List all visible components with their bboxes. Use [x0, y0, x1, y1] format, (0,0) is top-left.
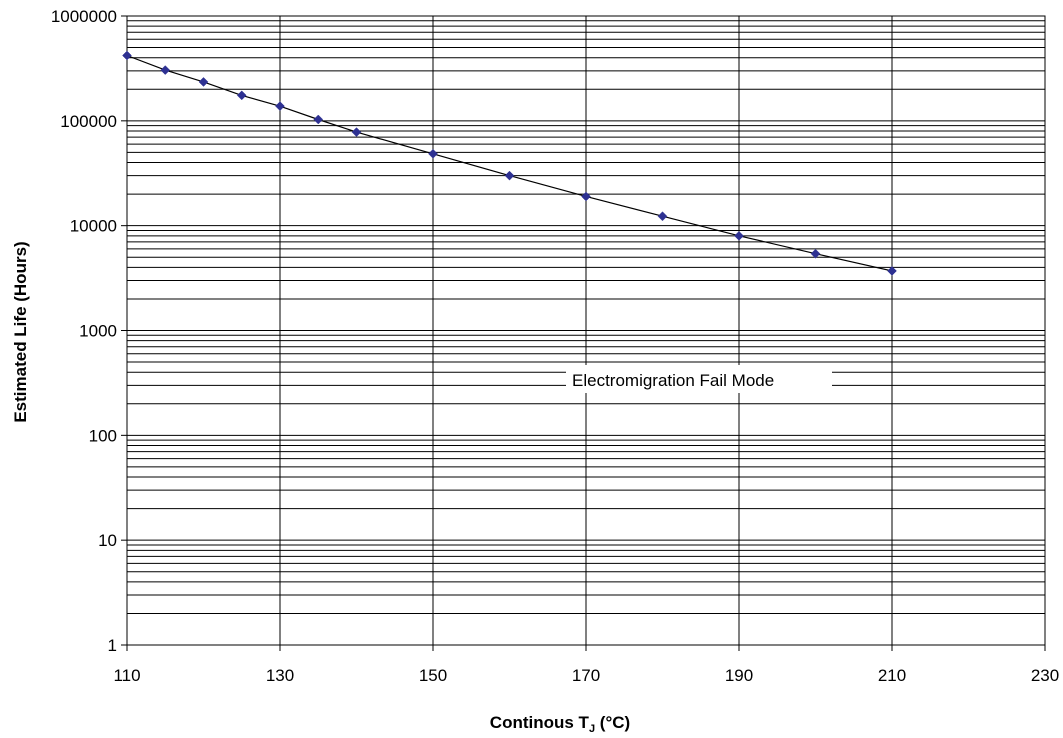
x-axis-title: Continous TJ (°C) [490, 713, 630, 735]
grid [126, 15, 1046, 646]
data-point [122, 50, 132, 61]
x-axis-title-main: Continous T [490, 713, 590, 732]
y-tick-label: 10000 [70, 217, 117, 236]
y-tick-label: 1000 [79, 322, 117, 341]
x-tick-label: 230 [1031, 666, 1059, 685]
data-point [198, 77, 209, 87]
data-point [657, 211, 668, 222]
data-point [581, 191, 591, 202]
data-point [351, 127, 362, 137]
y-tick-label: 100000 [60, 112, 117, 131]
series-line [126, 54, 893, 272]
x-tick-label: 210 [878, 666, 906, 685]
y-tick-label: 1 [108, 636, 117, 655]
y-tick-label: 100 [89, 426, 117, 445]
x-tick-label: 130 [266, 666, 294, 685]
data-series [122, 50, 897, 276]
annotation-background [566, 365, 832, 393]
data-point [428, 148, 438, 159]
annotation-text: Electromigration Fail Mode [572, 371, 774, 390]
data-point [810, 248, 821, 259]
data-point [504, 170, 515, 181]
data-point [734, 230, 744, 241]
y-axis-title: Estimated Life (Hours) [11, 241, 30, 422]
annotation: Electromigration Fail Mode [566, 365, 832, 393]
x-tick-label: 110 [113, 666, 140, 685]
x-tick-label: 170 [572, 666, 600, 685]
data-point [275, 101, 285, 112]
x-axis-title-subscript: J [589, 723, 595, 735]
axes [121, 15, 1046, 651]
x-axis-title-unit: (°C) [595, 713, 630, 732]
data-point [236, 90, 247, 101]
data-point [160, 65, 171, 75]
x-tick-label: 150 [419, 666, 447, 685]
data-point [887, 266, 897, 276]
data-point [313, 114, 324, 125]
y-tick-label: 1000000 [51, 7, 117, 26]
y-tick-label: 10 [98, 531, 117, 550]
x-tick-label: 190 [725, 666, 753, 685]
